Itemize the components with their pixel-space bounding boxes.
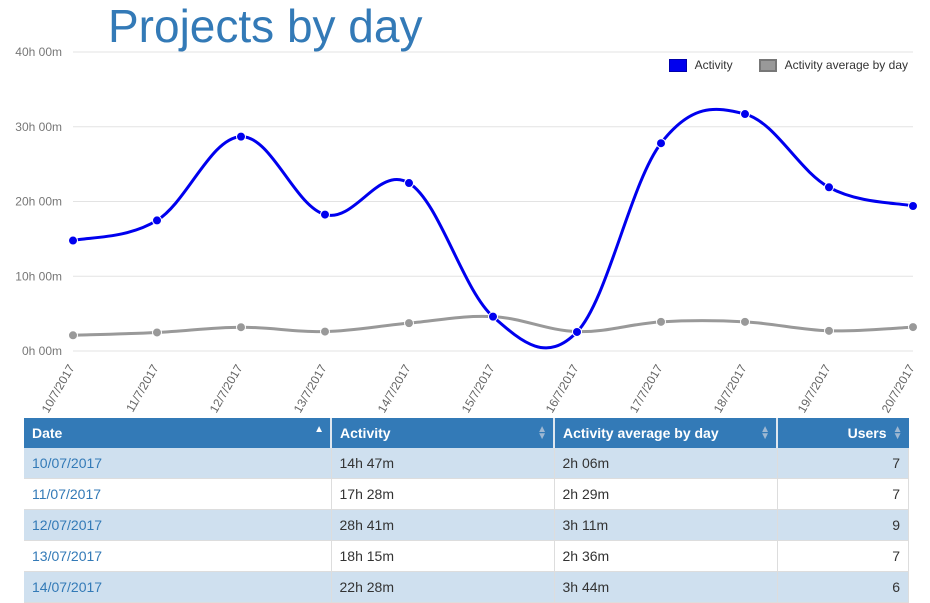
cell-date[interactable]: 11/07/2017	[24, 478, 332, 510]
y-tick-label: 20h 00m	[15, 195, 62, 209]
legend: Activity Activity average by day	[643, 58, 908, 72]
table-row[interactable]: 10/07/2017 14h 47m 2h 06m 7	[24, 448, 909, 479]
data-point-average[interactable]	[68, 330, 78, 341]
cell-users: 7	[777, 540, 909, 572]
cell-average: 2h 06m	[554, 448, 778, 479]
cell-date[interactable]: 13/07/2017	[24, 540, 332, 572]
data-point-average[interactable]	[656, 316, 666, 327]
sort-both-icon: ▲ ▼	[892, 424, 903, 442]
x-tick-label: 19/7/2017	[795, 362, 834, 416]
x-tick-label: 11/7/2017	[123, 362, 162, 415]
cell-activity: 22h 28m	[331, 571, 555, 603]
legend-swatch-average	[758, 58, 777, 72]
data-point-average[interactable]	[404, 318, 414, 329]
data-point-average[interactable]	[740, 316, 750, 327]
y-tick-label: 40h 00m	[15, 45, 62, 59]
data-point-activity[interactable]	[152, 215, 162, 226]
cell-users: 7	[777, 478, 909, 510]
legend-item-average[interactable]: Activity average by day	[758, 58, 908, 72]
column-label: Date	[32, 425, 63, 441]
data-point-activity[interactable]	[908, 200, 918, 211]
table-row[interactable]: 14/07/2017 22h 28m 3h 44m 6	[24, 571, 909, 603]
cell-average: 2h 36m	[554, 540, 778, 572]
series-lines	[68, 107, 918, 350]
column-header-date[interactable]: Date ▲	[24, 418, 332, 448]
x-tick-label: 12/7/2017	[207, 362, 246, 416]
line-chart: 0h 00m 10h 00m 20h 00m 30h 00m 40h 00m 10/7/…	[15, 45, 918, 416]
sort-both-icon: ▲ ▼	[537, 424, 547, 442]
data-point-activity[interactable]	[824, 182, 834, 193]
table-row[interactable]: 13/07/2017 18h 15m 2h 36m 7	[24, 540, 909, 572]
x-tick-label: 13/7/2017	[291, 362, 330, 416]
cell-average: 3h 44m	[554, 571, 778, 603]
x-tick-label: 15/7/2017	[459, 362, 498, 416]
x-tick-label: 18/7/2017	[711, 362, 750, 416]
cell-average: 3h 11m	[554, 509, 778, 541]
table-row[interactable]: 11/07/2017 17h 28m 2h 29m 7	[24, 478, 909, 510]
x-tick-label: 16/7/2017	[543, 362, 582, 416]
cell-users: 7	[777, 448, 909, 479]
table-row[interactable]: 12/07/2017 28h 41m 3h 11m 9	[24, 509, 909, 541]
data-point-average[interactable]	[236, 322, 246, 333]
column-label: Users	[847, 425, 887, 441]
x-tick-label: 10/7/2017	[39, 362, 78, 416]
data-point-activity[interactable]	[488, 311, 498, 322]
data-point-activity[interactable]	[404, 178, 414, 189]
cell-average: 2h 29m	[554, 478, 778, 510]
cell-activity: 14h 47m	[331, 448, 555, 479]
data-point-activity[interactable]	[320, 209, 330, 220]
cell-date[interactable]: 14/07/2017	[24, 571, 332, 603]
y-tick-label: 30h 00m	[15, 120, 62, 134]
x-tick-label: 17/7/2017	[627, 362, 666, 416]
column-label: Activity average by day	[563, 425, 719, 441]
sort-both-icon: ▲ ▼	[760, 424, 770, 442]
column-header-users[interactable]: Users ▲ ▼	[777, 418, 909, 448]
column-label: Activity	[340, 425, 391, 441]
data-point-activity[interactable]	[572, 326, 582, 337]
data-point-activity[interactable]	[656, 138, 666, 149]
cell-users: 6	[777, 571, 909, 603]
data-point-average[interactable]	[824, 325, 834, 336]
data-point-activity[interactable]	[740, 109, 750, 120]
x-axis-ticks: 10/7/2017 11/7/2017 12/7/2017 13/7/2017 14/7…	[39, 362, 918, 416]
grid-lines	[73, 51, 913, 352]
sort-ascending-icon: ▲	[314, 424, 324, 435]
legend-swatch-activity	[668, 58, 687, 72]
y-tick-label: 0h 00m	[22, 344, 62, 358]
legend-label: Activity	[694, 58, 733, 72]
y-axis-ticks: 0h 00m 10h 00m 20h 00m 30h 00m 40h 00m	[15, 45, 62, 358]
data-point-average[interactable]	[908, 322, 918, 333]
cell-activity: 17h 28m	[331, 478, 555, 510]
cell-date[interactable]: 12/07/2017	[24, 509, 332, 541]
data-table: Date ▲ Activity ▲ ▼ Activity average by day…	[24, 418, 909, 603]
cell-users: 9	[777, 509, 909, 541]
legend-item-activity[interactable]: Activity	[668, 58, 733, 72]
cell-activity: 18h 15m	[331, 540, 555, 572]
cell-activity: 28h 41m	[331, 509, 555, 541]
x-tick-label: 14/7/2017	[375, 362, 414, 416]
data-point-average[interactable]	[152, 327, 162, 338]
x-tick-label: 20/7/2017	[879, 362, 918, 416]
y-tick-label: 10h 00m	[15, 269, 62, 283]
page-title: Projects by day	[108, 0, 423, 52]
data-point-average[interactable]	[320, 326, 330, 337]
table-header-row: Date ▲ Activity ▲ ▼ Activity average by day…	[24, 418, 909, 448]
column-header-activity[interactable]: Activity ▲ ▼	[331, 418, 555, 448]
legend-label: Activity average by day	[784, 58, 908, 72]
data-point-activity[interactable]	[236, 131, 246, 142]
data-point-activity[interactable]	[68, 235, 78, 246]
cell-date[interactable]: 10/07/2017	[24, 448, 332, 479]
column-header-average[interactable]: Activity average by day ▲ ▼	[554, 418, 778, 448]
